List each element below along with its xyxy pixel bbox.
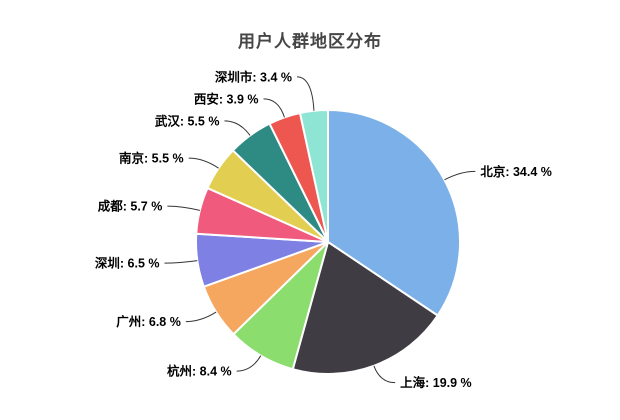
- label-line: [164, 260, 198, 264]
- slice-label: 深圳市: 3.4 %: [215, 69, 292, 84]
- label-line: [188, 157, 219, 169]
- label-line: [263, 98, 285, 118]
- label-line: [296, 76, 315, 111]
- slice-label: 西安: 3.9 %: [194, 91, 259, 106]
- slice-label: 北京: 34.4 %: [480, 164, 552, 179]
- slice-label: 武汉: 5.5 %: [155, 113, 220, 128]
- slice-label: 杭州: 8.4 %: [167, 364, 232, 379]
- label-line: [224, 120, 251, 136]
- slice-label: 上海: 19.9 %: [400, 375, 472, 390]
- label-line: [373, 365, 396, 384]
- label-line: [185, 311, 217, 323]
- pie-slice[interactable]: [299, 109, 329, 243]
- slice-label: 广州: 6.8 %: [116, 314, 181, 329]
- chart-title: 用户人群地区分布: [238, 32, 382, 51]
- slice-label: 南京: 5.5 %: [119, 151, 184, 166]
- label-line: [236, 355, 262, 372]
- slice-label: 成都: 5.7 %: [98, 199, 163, 214]
- slice-label: 深圳: 6.5 %: [95, 256, 160, 271]
- label-line: [167, 205, 200, 211]
- label-line: [444, 170, 476, 181]
